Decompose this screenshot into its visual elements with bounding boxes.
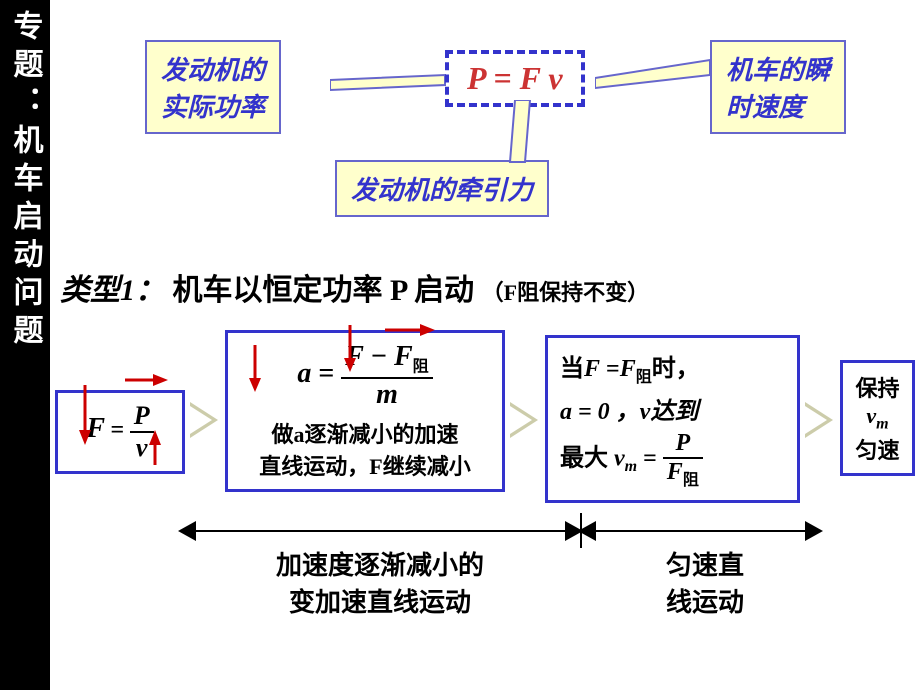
callout-traction: 发动机的牵引力 [335,160,549,217]
flow-arrow-2 [510,402,538,438]
flow-arrow-3 [805,402,833,438]
red-arrow-a-down [245,340,265,395]
phase1-arrow-l [178,521,196,541]
callout-velocity: 机车的瞬 时速度 [710,40,846,134]
phase2-arrow-l [578,521,596,541]
phase1-line [195,530,565,532]
box-uniform: 保持 vm 匀速 [840,360,915,476]
phase2-label: 匀速直 线运动 [640,545,770,619]
red-arrow-Fz-right [380,320,440,340]
phase1-label: 加速度逐渐减小的 变加速直线运动 [230,545,530,619]
sidebar-title: 专题：机车启动问题 [0,0,50,690]
type1-heading: 类型1： 机车以恒定功率 P 启动 （F阻保持不变） [60,265,649,309]
phase2-line [595,530,805,532]
red-arrow-F-down2 [340,320,360,375]
box-acceleration: a = F − F阻 m 做a逐渐减小的加速 直线运动，F继续减小 [225,330,505,492]
red-arrow-P-right [120,370,170,390]
phase2-arrow-r [805,521,823,541]
red-arrow-v-up [145,430,165,470]
callout-tail-left [330,60,450,110]
callout-tail-right [595,50,715,100]
main-content: 发动机的 实际功率 机车的瞬 时速度 P = F v 发动机的牵引力 类型1： … [50,0,920,690]
red-arrow-F-down [75,380,95,450]
box-max-velocity: 当F =F阻时， a = 0 ，v达到 最大 vm = P F阻 [545,335,800,503]
main-formula: P = F v [445,50,585,107]
callout-engine-power: 发动机的 实际功率 [145,40,281,134]
callout-tail-bottom [505,100,545,165]
flow-arrow-1 [190,402,218,438]
